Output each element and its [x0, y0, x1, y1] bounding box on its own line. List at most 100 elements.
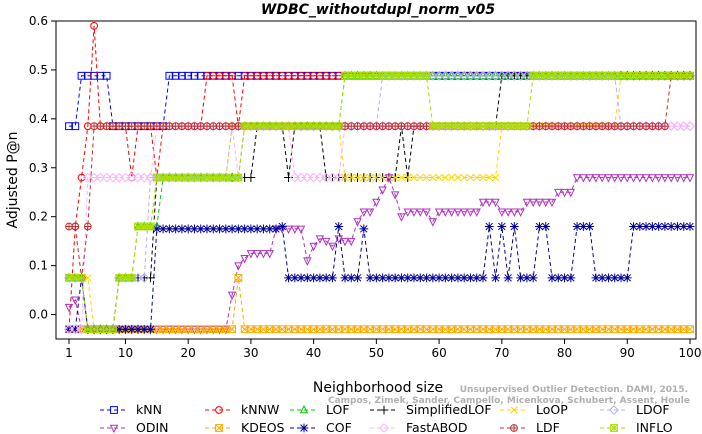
data-point-lof [453, 70, 463, 80]
data-point-lof [466, 70, 475, 80]
data-point-cof [133, 324, 143, 334]
data-point-knnw [309, 71, 318, 80]
data-point-odin [654, 174, 663, 183]
data-point-knn [190, 71, 199, 80]
data-point-cof [679, 222, 689, 231]
data-point-cof [127, 324, 137, 334]
data-point-cof [509, 222, 519, 231]
watermark: Campos, Zimek, Sander, Campello, Micenko… [328, 396, 690, 406]
data-point-cof [190, 224, 199, 234]
series-ldof [64, 70, 695, 335]
data-point-odin [252, 250, 262, 259]
data-point-cof [334, 222, 344, 231]
data-point-kdeos [504, 325, 512, 334]
data-point-knn [234, 71, 243, 80]
data-point-loop [403, 173, 412, 182]
data-point-odin [591, 174, 601, 183]
series-line-lof [69, 75, 690, 330]
data-point-cof [208, 224, 218, 234]
data-point-cof [139, 324, 149, 334]
data-point-cof [252, 224, 262, 234]
data-point-odin [177, 325, 187, 335]
data-point-kdeos [485, 325, 494, 334]
data-point-lof [441, 70, 450, 80]
data-point-odin [641, 174, 651, 183]
data-point-kdeos [209, 325, 218, 334]
data-point-odin [296, 225, 306, 235]
legend-item-kdeos: KDEOS [205, 420, 285, 434]
data-point-loop [429, 173, 437, 182]
data-point-cof [346, 273, 356, 283]
data-point-kdeos [523, 325, 531, 334]
x-tick-label: 20 [181, 346, 196, 360]
data-point-kdeos [290, 325, 299, 334]
data-point-odin [685, 174, 695, 183]
y-tick-label: 0.0 [29, 308, 48, 322]
data-point-kdeos [259, 325, 268, 334]
data-point-knnw [272, 71, 280, 80]
data-point-ldf [90, 122, 98, 131]
data-point-cof [296, 273, 306, 283]
data-point-kdeos [196, 325, 205, 334]
data-point-cof [328, 273, 337, 283]
data-point-kdeos [460, 325, 469, 334]
data-point-kdeos [278, 325, 287, 334]
data-point-cof [397, 273, 406, 283]
data-point-knn [102, 71, 111, 80]
data-point-cof [277, 222, 287, 231]
data-point-kdeos [661, 325, 669, 334]
watermark-line-1: Unsupervised Outlier Detection. DAMI, 20… [460, 385, 688, 395]
data-point-loop [378, 173, 387, 182]
data-point-loop [485, 173, 494, 182]
data-point-odin [572, 174, 582, 183]
data-point-cof [528, 273, 538, 283]
legend-label-ldof: LDOF [636, 402, 670, 417]
data-point-kdeos [228, 325, 236, 334]
data-point-lof [478, 70, 488, 80]
x-tick-label: 70 [494, 346, 509, 360]
data-point-kdeos [560, 325, 569, 334]
data-point-kdeos [353, 325, 362, 334]
data-point-cof [685, 222, 695, 231]
data-point-kdeos [422, 325, 431, 334]
data-point-cof [164, 224, 174, 234]
data-point-cof [560, 273, 569, 283]
data-point-inflo [127, 273, 136, 282]
data-point-knnw [328, 71, 337, 80]
data-point-kdeos [529, 325, 538, 334]
data-point-cof [666, 222, 676, 231]
y-tick-label: 0.3 [29, 161, 48, 175]
x-tick-label: 40 [306, 346, 321, 360]
data-point-knn [165, 71, 174, 80]
data-point-kdeos [454, 325, 462, 334]
legend-item-odin: ODIN [100, 420, 169, 434]
data-point-cof [591, 273, 601, 283]
data-point-odin [522, 198, 532, 208]
plot-area [64, 21, 695, 335]
data-point-cof [622, 273, 632, 283]
data-point-kdeos [410, 325, 418, 334]
y-axis-label: Adjusted P@n [5, 131, 21, 228]
data-point-odin [673, 174, 682, 183]
x-tick-label: 80 [557, 346, 572, 360]
data-point-inflo [422, 71, 431, 80]
data-point-odin [616, 174, 626, 183]
legend-marker-lof [299, 404, 309, 414]
data-point-kdeos [598, 325, 607, 334]
data-point-cof [340, 273, 350, 283]
data-point-cof [121, 324, 130, 334]
y-tick-label: 0.1 [29, 259, 48, 273]
data-point-kdeos [667, 325, 676, 334]
data-point-odin [227, 291, 237, 301]
data-point-kdeos [428, 325, 437, 334]
data-point-odin [491, 198, 500, 208]
data-point-ldf [661, 122, 669, 131]
data-point-lof [459, 70, 469, 80]
chart-title: WDBC_withoutdupl_norm_v05 [261, 2, 495, 18]
data-point-odin [365, 208, 375, 217]
data-point-cof [403, 273, 413, 283]
data-point-kdeos [447, 325, 456, 334]
data-point-odin [152, 325, 162, 335]
data-point-kdeos [435, 325, 443, 334]
data-point-loop [454, 173, 462, 182]
